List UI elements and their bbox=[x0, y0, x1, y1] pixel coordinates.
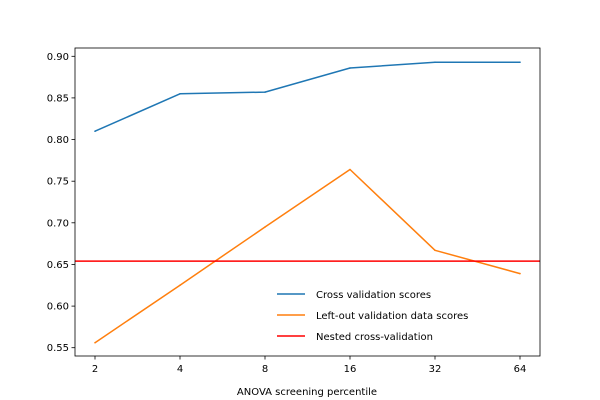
x-axis-label: ANOVA screening percentile bbox=[237, 387, 377, 398]
x-tick-label: 8 bbox=[262, 364, 268, 375]
data-point bbox=[264, 226, 266, 228]
series-line-2 bbox=[94, 168, 521, 344]
legend: Cross validation scores Left-out validati… bbox=[277, 290, 468, 343]
plot-frame bbox=[74, 47, 541, 357]
y-tick-label: 0.80 bbox=[47, 135, 69, 146]
legend-label-2: Left-out validation data scores bbox=[316, 311, 468, 322]
data-point bbox=[349, 168, 351, 171]
legend-label-1: Cross validation scores bbox=[316, 290, 431, 301]
legend-label-3: Nested cross-validation bbox=[316, 332, 433, 343]
y-tick-label: 0.55 bbox=[47, 343, 69, 354]
axes: 2 4 8 16 32 64 0.55 0.60 0.65 0.70 0.75 0.80 0.85 0.9… bbox=[47, 47, 541, 375]
y-tick-label: 0.60 bbox=[47, 302, 69, 313]
data-point bbox=[519, 272, 521, 275]
x-tick-label: 16 bbox=[344, 364, 357, 375]
x-tick-label: 32 bbox=[429, 364, 442, 375]
y-tick-label: 0.70 bbox=[47, 218, 69, 229]
data-point bbox=[94, 341, 96, 344]
data-point bbox=[179, 284, 181, 287]
data-point bbox=[94, 130, 96, 132]
x-tick-label: 2 bbox=[92, 364, 98, 375]
x-tick-label: 4 bbox=[177, 364, 183, 375]
y-tick-label: 0.65 bbox=[47, 260, 69, 271]
y-tick-label: 0.90 bbox=[47, 52, 69, 63]
data-point bbox=[264, 91, 266, 93]
data-point bbox=[434, 249, 436, 252]
data-point bbox=[179, 93, 181, 95]
x-tick-label: 64 bbox=[514, 364, 527, 375]
y-tick-label: 0.75 bbox=[47, 177, 69, 188]
data-point bbox=[434, 61, 436, 63]
series-line-1 bbox=[94, 61, 520, 132]
data-point bbox=[349, 67, 351, 69]
plot-area bbox=[75, 61, 540, 344]
data-point bbox=[519, 61, 521, 63]
y-tick-label: 0.85 bbox=[47, 93, 69, 104]
